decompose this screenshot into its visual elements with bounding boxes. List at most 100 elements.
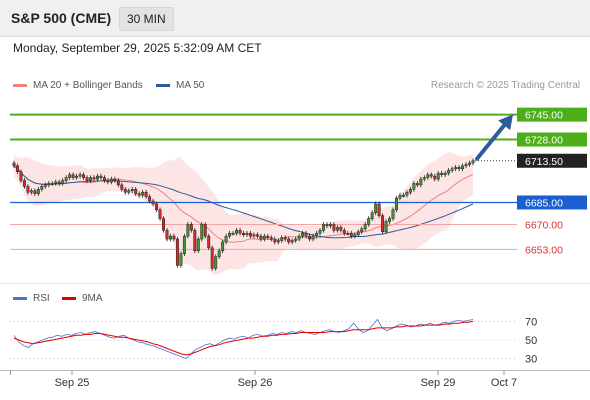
candle-body [47,183,51,186]
candle-body [165,230,169,240]
x-label-1: Sep 26 [238,377,273,389]
rsi-tick-30: 30 [525,354,537,366]
candle-body [255,234,259,237]
legend-ma50: MA 50 [156,80,204,91]
x-label-3: Oct 7 [491,377,517,389]
candle-body [280,237,284,241]
candle-body [130,189,134,192]
candle-body [252,234,256,237]
candle-body [207,235,211,249]
candle-body [92,177,96,180]
candle-body [235,230,239,234]
legend-bollinger-label: MA 20 + Bollinger Bands [33,80,143,91]
candle-body [175,238,179,266]
candle-body [16,165,19,172]
candle-body [186,224,190,237]
candle-body [346,232,350,235]
level-label-0: 6745.00 [525,110,563,122]
timeframe-badge[interactable]: 30 MIN [119,7,174,31]
candle-body [363,224,367,230]
rsi-line [13,318,474,360]
candle-body [408,189,412,193]
legend-rsi: RSI [13,293,50,304]
rsi-tick-70: 70 [525,316,537,328]
candle-body [273,238,277,243]
candle-body [68,174,72,178]
candle-body [214,256,218,269]
candle-body [349,232,353,237]
candle-body [433,175,437,180]
candle-body [82,174,86,178]
legend-rsi-ma: 9MA [62,293,103,304]
candle-body [436,172,440,180]
candle-body [315,232,318,237]
candle-body [19,171,23,181]
candle-body [102,177,106,181]
candle-body [182,235,186,254]
candle-body [50,183,54,185]
candle-body [412,183,416,190]
candle-body [342,230,346,234]
candle-body [276,240,280,243]
level-tag-0 [517,107,587,122]
candle-body [162,218,165,231]
rsi-swatch-icon [13,297,27,300]
candle-body [447,170,451,174]
candle-body [99,175,103,178]
candle-body [322,224,325,231]
candle-body [78,174,82,177]
candle-body [454,167,458,170]
candle-body [339,227,343,231]
candle-body [405,191,409,196]
candle-body [134,189,138,194]
title-bar: S&P 500 (CME) 30 MIN [0,0,590,37]
candle-body [395,197,398,211]
candle-body [179,253,183,266]
candle-body [283,237,287,240]
candle-body [304,232,308,237]
candle-body [210,247,214,269]
candle-body [461,165,465,170]
bollinger-band [14,151,473,275]
candle-body [231,232,235,235]
candle-body [353,234,357,237]
candle-body [54,181,58,184]
candle-body [158,209,162,219]
candle-body [141,191,145,196]
candle-body [89,177,92,181]
forecast-arrow-shaft [475,118,510,161]
candle-body [398,194,402,199]
x-label-0: Sep 25 [55,377,90,389]
candle-body [137,193,141,196]
candle-body [57,181,61,184]
candle-body [29,190,33,193]
candle-body [422,177,426,180]
candle-body [26,186,30,193]
candle-body [356,231,360,235]
candle-body [106,180,110,183]
candle-body [391,209,395,219]
candle-body [40,186,44,190]
level-label-5: 6653.00 [525,244,563,256]
candle-body [426,174,430,178]
candle-body [401,194,405,197]
x-label-2: Sep 29 [421,377,456,389]
candle-body [148,196,152,202]
candle-body [22,180,26,187]
candle-body [221,241,225,252]
candle-body [155,203,159,211]
candle-body [242,232,245,235]
forecast-arrow-icon [498,114,514,131]
bollinger-swatch-icon [13,84,27,87]
candle-body [203,224,207,237]
candle-body [301,232,305,237]
rsi-ma-line [13,320,474,356]
candle-body [374,203,378,213]
candle-body [116,180,120,186]
candle-body [384,221,388,233]
candle-body [419,178,423,186]
instrument-title: S&P 500 (CME) [11,10,112,26]
level-label-1: 6728.00 [525,135,563,147]
candle-body [450,168,454,171]
